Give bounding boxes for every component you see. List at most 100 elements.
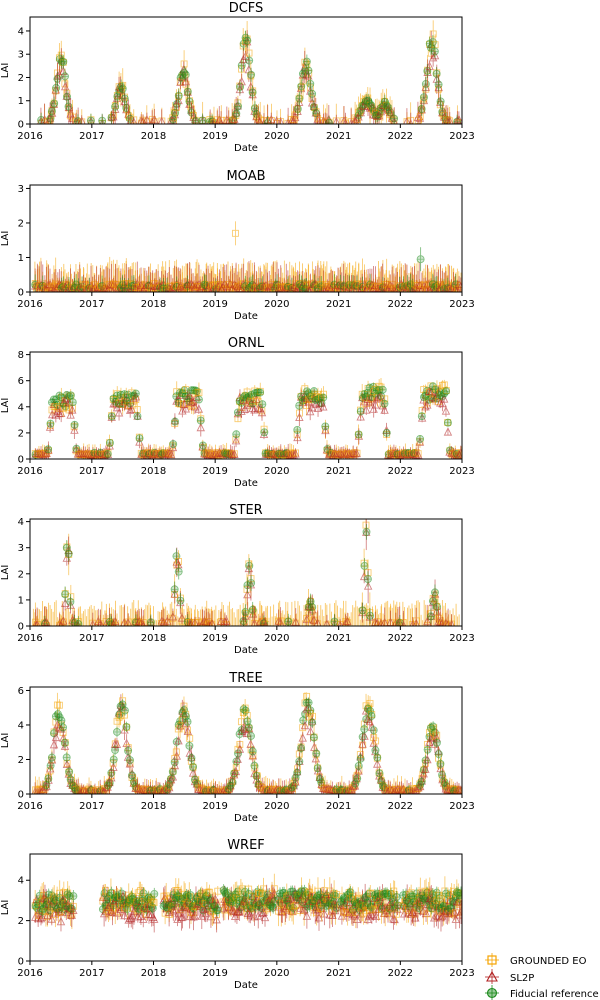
point-fid <box>46 419 55 428</box>
x-tick-label: 2022 <box>388 633 413 644</box>
x-axis-label: Date <box>234 645 258 656</box>
point-sl2p <box>187 617 195 626</box>
point-fid <box>106 439 114 447</box>
y-axis-label: LAI <box>0 565 11 581</box>
y-tick-label: 1 <box>18 253 24 264</box>
x-tick-label: 2016 <box>17 466 42 477</box>
x-tick-label: 2017 <box>79 299 104 310</box>
point-fid <box>258 400 267 409</box>
point-sl2p <box>66 410 75 419</box>
data-marks <box>31 873 462 933</box>
point-fid <box>319 393 328 402</box>
point-sl2p <box>149 906 159 933</box>
x-tick-label: 2023 <box>449 131 474 142</box>
point-fid <box>248 746 257 757</box>
x-tick-label: 2023 <box>449 801 474 812</box>
point-fid <box>297 742 306 754</box>
point-sl2p <box>33 607 41 626</box>
point-fid <box>436 758 445 770</box>
x-tick-label: 2020 <box>264 968 289 979</box>
point-sl2p <box>362 405 371 415</box>
x-tick-label: 2019 <box>202 131 227 142</box>
point-fid <box>356 753 365 764</box>
point-fid <box>304 697 313 708</box>
point-fid <box>325 115 333 124</box>
point-fid <box>293 426 302 434</box>
point-sl2p <box>136 267 146 292</box>
point-sl2p <box>316 111 323 124</box>
point-geo <box>231 221 239 246</box>
x-tick-label: 2017 <box>79 968 104 979</box>
point-sl2p <box>323 614 331 626</box>
point-fid <box>382 428 391 437</box>
point-fid <box>306 76 315 91</box>
x-tick-label: 2017 <box>79 633 104 644</box>
point-fid <box>232 430 241 439</box>
point-fid <box>430 44 439 59</box>
panel-title: MOAB <box>226 169 265 184</box>
axes-frame <box>29 16 463 125</box>
point-fid <box>65 889 74 903</box>
point-sl2p <box>313 610 322 626</box>
point-fid <box>86 113 95 124</box>
x-tick-label: 2016 <box>17 131 42 142</box>
point-fid <box>295 756 304 767</box>
y-tick-label: 1 <box>18 96 24 107</box>
x-tick-label: 2020 <box>264 801 289 812</box>
point-sl2p <box>456 445 462 459</box>
point-geo <box>55 699 63 712</box>
point-fid <box>122 721 131 733</box>
point-sl2p <box>68 405 77 415</box>
x-tick-label: 2022 <box>388 131 413 142</box>
y-tick-label: 6 <box>18 686 24 697</box>
x-tick-label: 2018 <box>141 466 166 477</box>
point-fid <box>373 752 382 763</box>
data-marks <box>31 692 462 794</box>
point-sl2p <box>59 604 68 626</box>
legend-label-grounded-eo: GROUNDED EO <box>510 956 587 967</box>
point-fid <box>146 614 155 626</box>
y-tick-label: 2 <box>18 73 24 84</box>
point-fid <box>198 113 207 124</box>
x-tick-label: 2019 <box>202 968 227 979</box>
x-tick-label: 2018 <box>141 299 166 310</box>
point-sl2p <box>112 737 122 752</box>
point-fid <box>47 752 56 763</box>
point-sl2p <box>40 103 49 124</box>
legend: GROUNDED EO SL2P Fiducial reference <box>485 953 599 1000</box>
point-sl2p <box>142 112 152 124</box>
point-sl2p <box>332 114 340 124</box>
point-fid <box>68 398 77 407</box>
point-fid <box>260 428 269 437</box>
panel-title: ORNL <box>228 336 265 351</box>
x-tick-label: 2017 <box>79 131 104 142</box>
point-sl2p <box>97 609 104 626</box>
point-fid <box>169 440 178 449</box>
point-fid <box>199 441 207 450</box>
point-fid <box>65 766 74 777</box>
point-sl2p <box>110 610 120 626</box>
point-fid <box>70 420 79 429</box>
x-tick-label: 2018 <box>141 801 166 812</box>
point-fid <box>135 434 144 443</box>
point-sl2p <box>291 448 300 459</box>
point-fid <box>442 387 450 396</box>
point-sl2p <box>337 618 343 626</box>
point-sl2p <box>423 604 432 626</box>
point-fid <box>330 613 339 626</box>
point-sl2p <box>114 405 124 421</box>
y-tick-label: 2 <box>18 755 24 766</box>
point-sl2p <box>443 427 453 436</box>
point-sl2p <box>230 445 239 459</box>
point-sl2p <box>445 112 454 124</box>
point-sl2p <box>413 446 423 459</box>
y-tick-label: 2 <box>18 218 24 229</box>
x-tick-label: 2022 <box>388 801 413 812</box>
y-tick-label: 1 <box>18 595 24 606</box>
y-tick-label: 3 <box>18 184 24 195</box>
point-fid <box>416 247 425 272</box>
point-fid <box>434 77 443 92</box>
point-fid <box>421 77 430 91</box>
legend-entry-sl2p: SL2P <box>485 969 534 984</box>
